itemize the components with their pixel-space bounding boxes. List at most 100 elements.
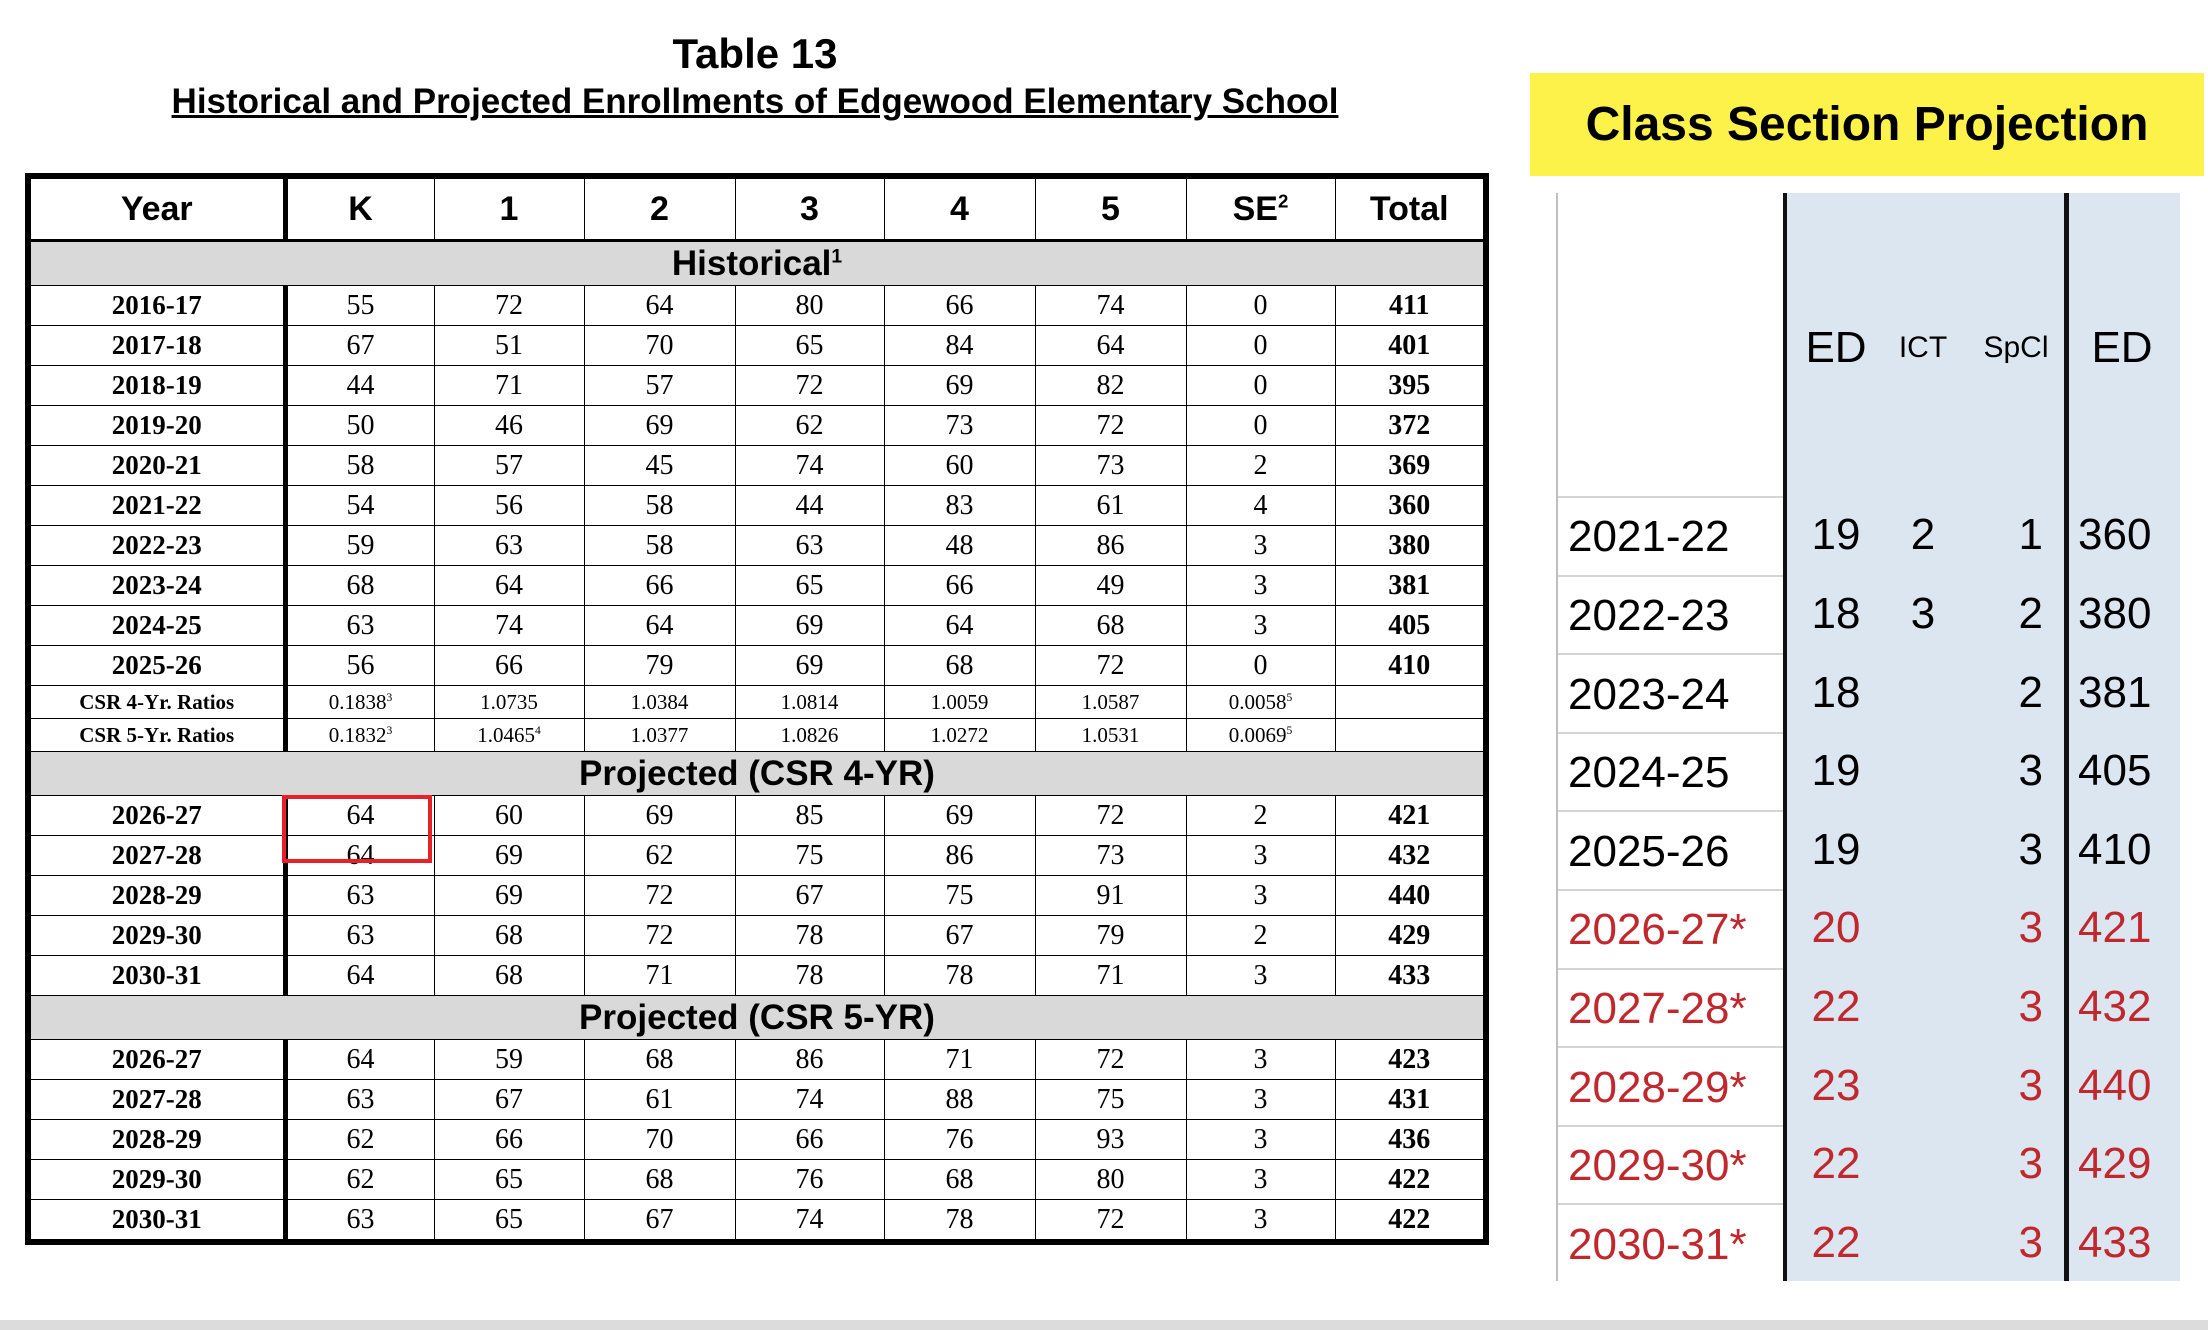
value-cell: 75 xyxy=(883,875,1036,916)
year-cell: 2025-26 xyxy=(27,645,288,686)
footnote-mark: 5 xyxy=(1286,724,1293,737)
value-cell: 71 xyxy=(1034,955,1187,996)
panel-border xyxy=(1556,193,1558,1281)
ratio-cell: 0.00695 xyxy=(1185,718,1336,752)
value-cell: 66 xyxy=(433,645,585,686)
row-line xyxy=(1558,889,1783,891)
value-cell: 45 xyxy=(583,445,736,486)
highlight-box xyxy=(282,795,432,863)
value-cell: 64 xyxy=(284,795,435,836)
row-value: 433 xyxy=(2078,1217,2152,1267)
panel-fill xyxy=(1785,193,2180,1281)
ratio-row: CSR 4-Yr. Ratios 0.18383 1.0735 1.0384 1.081… xyxy=(27,685,1487,719)
value-cell: 56 xyxy=(284,645,435,686)
cell-text: 0.1832 xyxy=(328,722,387,747)
row-value: 360 xyxy=(2078,510,2152,560)
row-value: 432 xyxy=(2078,981,2152,1031)
value-cell: 3 xyxy=(1185,1159,1336,1200)
value-cell: 61 xyxy=(1034,485,1187,526)
value-cell: 395 xyxy=(1334,365,1487,406)
value-cell: 360 xyxy=(1334,485,1487,526)
value-cell: 73 xyxy=(1034,835,1187,876)
row-value: 3 xyxy=(2018,824,2043,874)
row-value: 3 xyxy=(2018,1217,2043,1267)
header-cell: 2 xyxy=(583,175,736,242)
row-value: 421 xyxy=(2078,903,2152,953)
value-cell: 69 xyxy=(734,645,885,686)
row-value: 2 xyxy=(1910,510,1936,560)
column-header: ICT xyxy=(1898,331,1948,364)
value-cell: 64 xyxy=(883,605,1036,646)
column-header: SpCl xyxy=(1983,331,2049,364)
value-cell: 64 xyxy=(583,285,736,326)
value-cell: 67 xyxy=(883,915,1036,956)
value-cell: 59 xyxy=(433,1039,585,1080)
data-row: 2030-31 64 68 71 78 78 71 3 433 xyxy=(27,955,1487,996)
value-cell: 69 xyxy=(734,605,885,646)
value-cell: 0 xyxy=(1185,645,1336,686)
value-cell: 72 xyxy=(1034,645,1187,686)
year-cell: 2026-27 xyxy=(27,795,288,836)
value-cell: 44 xyxy=(284,365,435,406)
value-cell: 3 xyxy=(1185,1199,1336,1243)
value-cell: 440 xyxy=(1334,875,1487,916)
value-cell: 51 xyxy=(433,325,585,366)
panel-title: Class Section Projection xyxy=(1530,73,2204,176)
value-cell: 86 xyxy=(1034,525,1187,566)
header-cell: 3 xyxy=(734,175,885,242)
value-cell: 71 xyxy=(433,365,585,406)
ratio-cell: 1.0826 xyxy=(734,718,885,752)
data-row: 2024-25 63 74 64 69 64 68 3 405 xyxy=(27,605,1487,646)
value-cell: 3 xyxy=(1185,875,1336,916)
value-cell: 71 xyxy=(883,1039,1036,1080)
row-value: 410 xyxy=(2078,824,2152,874)
value-cell: 86 xyxy=(734,1039,885,1080)
value-cell: 3 xyxy=(1185,1119,1336,1160)
value-cell: 410 xyxy=(1334,645,1487,686)
value-cell: 56 xyxy=(433,485,585,526)
section-row: Projected (CSR 4-YR) xyxy=(27,751,1487,796)
data-row: 2022-23 59 63 58 63 48 86 3 380 xyxy=(27,525,1487,566)
value-cell: 64 xyxy=(284,1039,435,1080)
row-line xyxy=(1558,496,1783,498)
value-cell: 73 xyxy=(1034,445,1187,486)
row-value: 405 xyxy=(2078,746,2152,796)
value-cell: 58 xyxy=(583,485,736,526)
row-value: 19 xyxy=(1811,824,1861,874)
data-row: 2021-22 54 56 58 44 83 61 4 360 xyxy=(27,485,1487,526)
value-cell: 66 xyxy=(734,1119,885,1160)
section-row: Historical1 xyxy=(27,240,1487,286)
data-row: 2027-28 63 67 61 74 88 75 3 431 xyxy=(27,1079,1487,1120)
value-cell: 88 xyxy=(883,1079,1036,1120)
bottom-bar xyxy=(0,1320,2208,1330)
value-cell: 369 xyxy=(1334,445,1487,486)
header-cell: Total xyxy=(1334,175,1487,242)
value-cell: 55 xyxy=(284,285,435,326)
value-cell: 411 xyxy=(1334,285,1487,326)
value-cell: 57 xyxy=(583,365,736,406)
ratio-cell: 1.0377 xyxy=(583,718,736,752)
cell-text: SE xyxy=(1232,189,1278,228)
divider xyxy=(1783,193,1787,1281)
value-cell: 380 xyxy=(1334,525,1487,566)
value-cell: 78 xyxy=(883,955,1036,996)
row-value: 22 xyxy=(1811,981,1861,1031)
value-cell: 74 xyxy=(433,605,585,646)
ratio-row: CSR 5-Yr. Ratios 0.18323 1.04654 1.0377 1.08… xyxy=(27,718,1487,752)
row-line xyxy=(1558,1046,1783,1049)
data-row: 2019-20 50 46 69 62 73 72 0 372 xyxy=(27,405,1487,446)
ratio-cell: 1.0735 xyxy=(433,685,585,719)
value-cell: 431 xyxy=(1334,1079,1487,1120)
year-cell: 2023-24 xyxy=(27,565,288,606)
value-cell: 2 xyxy=(1185,445,1336,486)
row-value: 2 xyxy=(2018,588,2043,638)
row-year: 2027-28* xyxy=(1568,983,1747,1033)
row-value: 19 xyxy=(1811,746,1861,796)
value-cell: 93 xyxy=(1034,1119,1187,1160)
row-line xyxy=(1558,1203,1783,1206)
year-cell: 2024-25 xyxy=(27,605,288,646)
value-cell: 91 xyxy=(1034,875,1187,916)
value-cell: 63 xyxy=(433,525,585,566)
value-cell: 3 xyxy=(1185,565,1336,606)
